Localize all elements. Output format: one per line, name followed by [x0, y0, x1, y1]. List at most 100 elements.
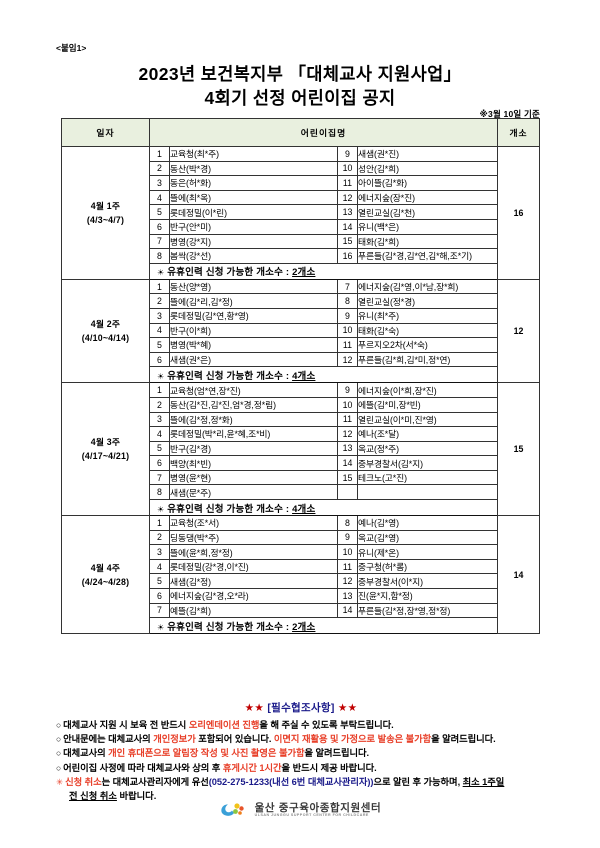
note-segment: 개인정보가	[153, 734, 196, 745]
table-row: 5 반구(김*경) 13 옥교(정*주)	[62, 440, 540, 457]
circle-bullet-icon: ○	[56, 762, 62, 773]
row-index-right: 12	[337, 426, 358, 442]
center-name-right: 중부경찰서(이*지)	[356, 573, 499, 590]
cancel-text-2: 으로 알린 후 가능하며,	[373, 776, 463, 787]
row-index-right: 10	[337, 396, 358, 413]
row-index-left: 4	[149, 189, 170, 206]
row-index-right: 12	[337, 189, 358, 206]
table-row: 2 딩동댕(박*주) 9 옥교(김*영)	[62, 529, 540, 546]
row-index-left: 3	[149, 411, 170, 428]
row-index-left: 5	[149, 337, 170, 353]
row-index-right: 15	[337, 469, 358, 486]
center-name-right: 열린교실(이*미,진*영)	[356, 411, 499, 428]
row-index-right: 12	[337, 573, 358, 590]
note-item: ○ 안내문에는 대체교사의 개인정보가 포함되어 있습니다. 이면지 재활용 및 …	[56, 732, 546, 746]
row-index-left: 6	[149, 218, 170, 235]
center-name-right: 옥교(김*영)	[356, 529, 499, 546]
center-name-left: 병영(박*혜)	[169, 337, 338, 353]
center-name-right: 유니(제*온)	[356, 544, 499, 560]
center-name-right: 열린교실(정*경)	[356, 293, 499, 309]
center-name-right: 열린교실(김*천)	[356, 204, 499, 220]
center-name-right: 태화(김*숙)	[356, 322, 499, 339]
circle-bullet-icon: ○	[56, 734, 62, 745]
idle-note-row: ☀ 유휴인력 신청 가능한 개소수 : 2개소	[62, 617, 540, 635]
week-label-line1: 4월 4주	[90, 562, 121, 573]
row-index-left: 8	[149, 484, 170, 501]
star-left: ★★	[244, 702, 265, 714]
row-index-right: 8	[337, 293, 358, 309]
idle-note-row: ☀ 유휴인력 신청 가능한 개소수 : 4개소	[62, 366, 540, 384]
row-index-right: 13	[337, 440, 358, 457]
table-row: 4 반구(이*희) 10 태화(김*숙)	[62, 322, 540, 339]
notes-heading: ★★ [필수협조사항] ★★	[56, 700, 546, 715]
note-item: ○ 대체교사 지원 시 보육 전 반드시 오리엔데이션 진행을 해 주실 수 있도…	[56, 718, 546, 732]
row-index-right: 10	[337, 160, 358, 177]
center-name-right: 유니(최*주)	[356, 307, 499, 324]
title-line-2: 4회기 선정 어린이집 공지	[204, 88, 396, 108]
row-index-left: 5	[149, 573, 170, 590]
column-header-count: 개소	[497, 118, 541, 147]
idle-note-row: ☀ 유휴인력 신청 가능한 개소수 : 4개소	[62, 499, 540, 517]
center-name-left: 뜰에(윤*희,정*정)	[169, 544, 338, 560]
row-index-left: 1	[149, 146, 170, 162]
center-name-left: 동산(양*영)	[169, 278, 338, 295]
center-name-left: 교육청(최*주)	[169, 146, 338, 162]
idle-count-value: 4개소	[292, 503, 316, 515]
table-row: 2 동산(김*진,김*진,엄*경,정*림) 10 에뜰(김*미,장*빈)	[62, 396, 540, 413]
row-index-right: 13	[337, 588, 358, 604]
table-row: 4월 2주 (4/10~4/14) 1 동산(양*영) 7 에너지숲(김*영,이*남,장*…	[61, 278, 541, 384]
table-row: 6 반구(안*미) 14 유니(백*은)	[62, 218, 540, 235]
center-name-left: 백양(최*빈)	[169, 455, 338, 471]
footer-org-kr: 울산 중구육아종합지원센터	[254, 801, 382, 814]
center-name-right: 아이뜰(김*화)	[356, 175, 499, 191]
center-name-right	[356, 484, 499, 501]
row-index-left: 2	[149, 160, 170, 177]
row-index-left: 4	[149, 558, 170, 575]
sun-icon: ☀	[157, 622, 165, 632]
row-index-right: 10	[337, 322, 358, 339]
row-index-left: 3	[149, 544, 170, 560]
title-line-1: 2023년 보건복지부 「대체교사 지원사업」	[138, 64, 462, 84]
row-index-right: 12	[337, 351, 358, 368]
center-name-right: 에뜰(김*미,장*빈)	[356, 396, 499, 413]
row-index-right: 11	[337, 411, 358, 428]
table-row: 4 롯데정밀(강*경,이*진) 11 중구청(허*롬)	[62, 558, 540, 575]
center-name-right: 진(윤*지,함*정)	[356, 588, 499, 604]
center-name-left: 뜰에(김*리,김*정)	[169, 293, 338, 309]
required-notes-section: ★★ [필수협조사항] ★★ ○ 대체교사 지원 시 보육 전 반드시 오리엔데이…	[56, 700, 546, 803]
center-name-left: 새샘(권*은)	[169, 351, 338, 368]
star-right: ★★	[337, 702, 358, 714]
center-name-left: 병영(윤*현)	[169, 469, 338, 486]
center-name-left: 뜰에(김*정,정*화)	[169, 411, 338, 428]
circle-bullet-icon: ○	[56, 720, 62, 730]
row-index-left: 2	[149, 396, 170, 413]
note-segment: 대체교사의	[63, 748, 109, 759]
row-index-right: 7	[337, 278, 358, 295]
table-row: 4월 4주 (4/24~4/28) 1 교육청(조*서) 8 예나(김*영) 14	[61, 515, 541, 635]
center-name-right: 새샘(권*진)	[356, 146, 499, 162]
column-header-name: 어린이집명	[148, 118, 499, 147]
sun-icon: ☀	[157, 504, 165, 514]
center-name-right: 태화(김*희)	[356, 233, 499, 250]
row-index-left: 4	[149, 322, 170, 339]
table-row: 4 롯데정밀(박*리,윤*혜,조*비) 12 예나(조*달)	[62, 426, 540, 442]
notes-heading-text: [필수협조사항]	[267, 702, 335, 714]
note-segment: 어린이집 사정에 따라 대체교사와 상의 후	[63, 762, 223, 773]
row-index-right: 9	[337, 146, 358, 162]
center-name-left: 교육청(조*서)	[169, 515, 338, 531]
center-name-right: 테크노(고*진)	[356, 469, 499, 486]
notes-list: ○ 대체교사 지원 시 보육 전 반드시 오리엔데이션 진행을 해 주실 수 있도…	[56, 718, 546, 775]
note-segment: 휴게시간 1시간	[222, 762, 282, 773]
center-name-right: 에너지숲(김*영,이*남,장*희)	[356, 278, 499, 295]
center-name-right: 중구청(허*롬)	[356, 558, 499, 575]
page-title: 2023년 보건복지부 「대체교사 지원사업」 4회기 선정 어린이집 공지	[0, 62, 600, 110]
cancel-deadline-1: 최소 1주일	[462, 776, 505, 787]
center-name-left: 새샘(문*주)	[169, 484, 338, 501]
week-count-cell: 14	[497, 515, 541, 635]
center-name-left: 롯데정밀(김*연,황*영)	[169, 307, 338, 324]
center-name-right: 에너지숲(장*진)	[356, 189, 499, 206]
table-row: 4월 3주 (4/17~4/21) 1 교육청(엄*연,장*진) 9 에너지숲(이*희,장…	[61, 382, 541, 517]
row-index-right: 10	[337, 544, 358, 560]
idle-count-value: 4개소	[292, 370, 316, 382]
week-date-cell: 4월 2주 (4/10~4/14)	[61, 278, 150, 384]
